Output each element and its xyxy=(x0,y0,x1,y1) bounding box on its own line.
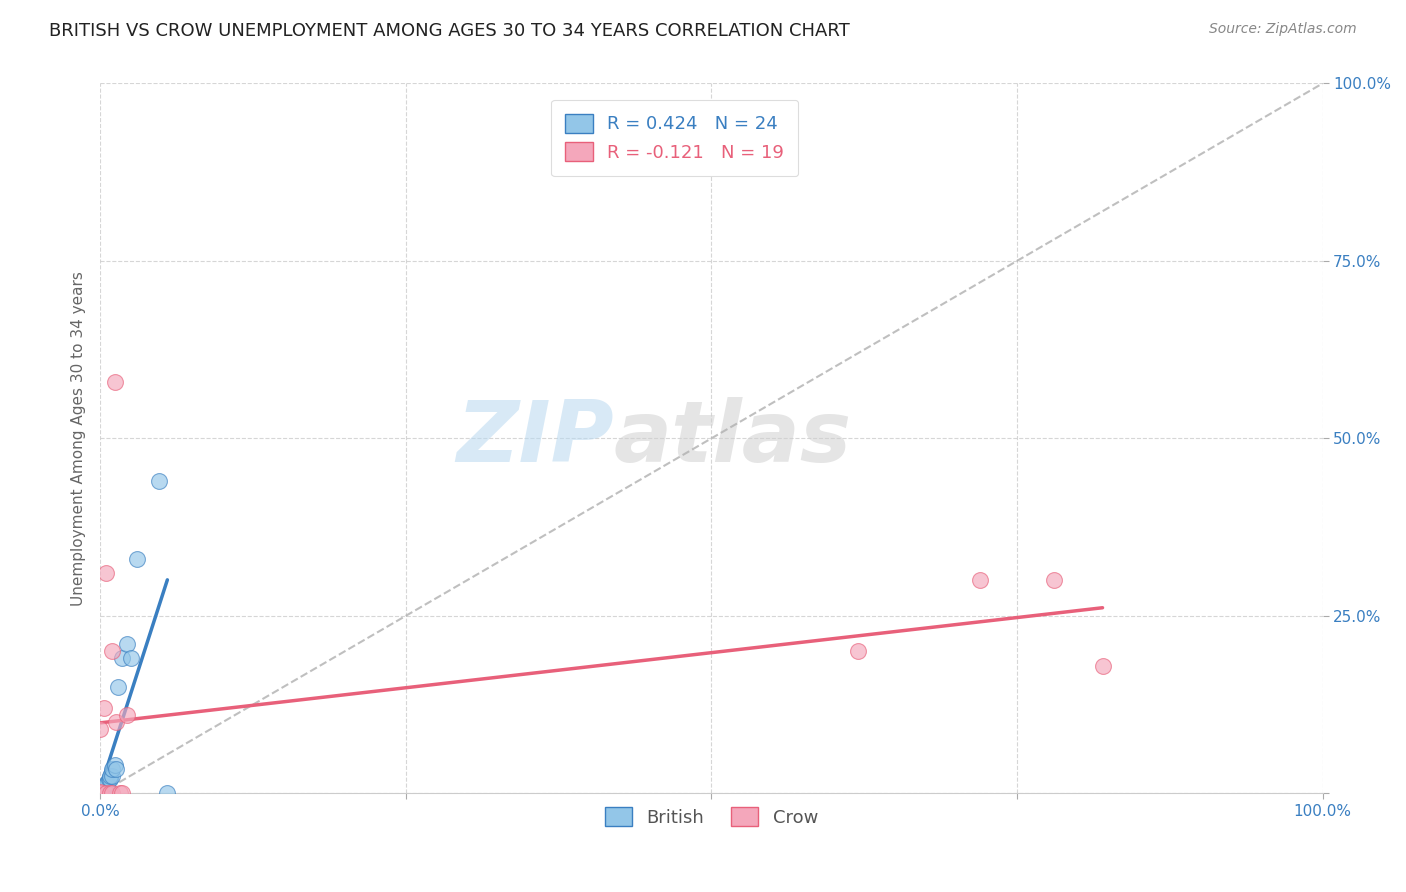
Point xyxy=(89,786,111,800)
Text: Source: ZipAtlas.com: Source: ZipAtlas.com xyxy=(1209,22,1357,37)
Point xyxy=(98,772,121,786)
Point xyxy=(96,775,118,789)
Point xyxy=(120,651,142,665)
Point xyxy=(101,762,124,776)
Text: atlas: atlas xyxy=(613,397,852,480)
Point xyxy=(111,786,134,800)
Point xyxy=(148,474,170,488)
Point xyxy=(107,680,129,694)
Point xyxy=(93,701,115,715)
Point xyxy=(969,574,991,588)
Point xyxy=(89,786,111,800)
Point xyxy=(101,786,124,800)
Point xyxy=(97,772,120,786)
Point xyxy=(156,786,179,800)
Point xyxy=(96,777,118,791)
Point xyxy=(115,637,138,651)
Point xyxy=(98,769,121,783)
Point xyxy=(105,762,128,776)
Point xyxy=(108,786,131,800)
Point xyxy=(89,785,111,799)
Point xyxy=(104,375,127,389)
Point xyxy=(89,786,111,800)
Point xyxy=(104,758,127,772)
Point xyxy=(101,644,124,658)
Point xyxy=(91,784,114,798)
Point xyxy=(111,651,134,665)
Point xyxy=(846,644,869,658)
Point xyxy=(89,786,111,800)
Point xyxy=(96,566,118,581)
Point xyxy=(89,785,111,799)
Point xyxy=(1091,658,1114,673)
Text: BRITISH VS CROW UNEMPLOYMENT AMONG AGES 30 TO 34 YEARS CORRELATION CHART: BRITISH VS CROW UNEMPLOYMENT AMONG AGES … xyxy=(49,22,851,40)
Point xyxy=(115,708,138,723)
Legend: British, Crow: British, Crow xyxy=(598,800,825,834)
Point xyxy=(1042,574,1064,588)
Point xyxy=(94,779,117,793)
Text: ZIP: ZIP xyxy=(456,397,613,480)
Point xyxy=(98,786,121,800)
Point xyxy=(91,782,114,797)
Y-axis label: Unemployment Among Ages 30 to 34 years: Unemployment Among Ages 30 to 34 years xyxy=(72,271,86,606)
Point xyxy=(89,783,111,797)
Point xyxy=(89,786,111,800)
Point xyxy=(89,723,111,737)
Point xyxy=(96,786,118,800)
Point xyxy=(101,769,124,783)
Point xyxy=(105,715,128,730)
Point xyxy=(125,552,148,566)
